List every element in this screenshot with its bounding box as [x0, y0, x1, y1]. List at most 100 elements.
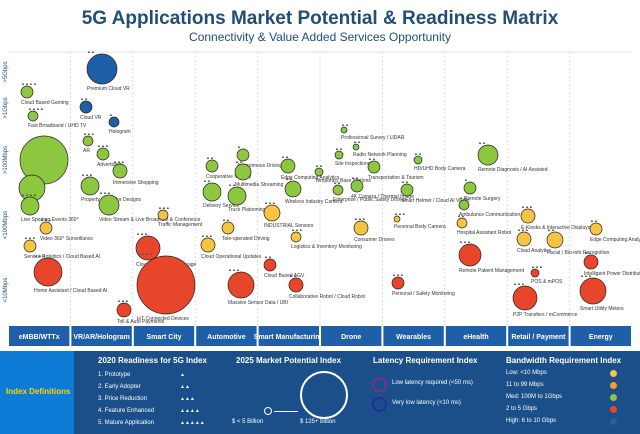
bubble-label: Enterprise / Public Safety Drones — [333, 197, 407, 203]
index-definitions-label: Index Definitions — [6, 387, 71, 396]
readiness-marker: ▲▲ — [80, 96, 88, 101]
bandwidth-low-dot-icon — [610, 370, 617, 377]
application-bubble: Traffic Management ▲▲▲ — [157, 205, 203, 228]
bubble-label: Collaborative Robot / Cloud Robot — [289, 294, 365, 300]
application-bubble: Video 360° Surveillance ▲▲▲ — [39, 217, 93, 242]
readiness-triangles-icon: ▲▲▲▲▲ — [180, 420, 205, 426]
bandwidth-very-high-dot-icon — [610, 418, 617, 425]
application-bubble: Personal Body Camera ▲▲▲ — [393, 211, 446, 230]
readiness-marker: ▲▲▲ — [392, 272, 404, 277]
category-dividers — [8, 51, 632, 326]
bubble-label: Personal / Safety Monitoring — [392, 291, 455, 297]
bubble-label: IoT Connected Devices — [137, 316, 189, 322]
application-bubble: HD/UHD Body Camera ▲▲ — [413, 151, 466, 172]
bubble-label: Advertising — [97, 162, 122, 168]
readiness-marker: ▲▲ — [264, 254, 272, 259]
readiness-marker: ▲▲▲ — [513, 281, 525, 286]
bubble-circle — [288, 277, 304, 293]
bubble-circle — [589, 222, 603, 236]
bandwidth-medium-dot-icon — [610, 394, 617, 401]
application-bubble: Transportation & Tourism ▲▲ — [367, 156, 424, 181]
application-bubble: Home Assistant / Cloud Based AI ▲▲▲ — [33, 253, 107, 294]
bubble-circle — [263, 258, 277, 272]
readiness-marker: ▲▲ — [590, 218, 598, 223]
readiness-marker: ▲▲ — [235, 159, 243, 164]
category-cell — [570, 326, 631, 346]
readiness-marker: ▲▲ — [341, 122, 349, 127]
category-cell — [508, 326, 569, 346]
category-label: Retail / Payment — [511, 334, 566, 341]
application-bubble: AR ▲▲▲ — [82, 131, 95, 154]
bubble-label: Immersive Shopping — [113, 180, 159, 186]
bubble-label: Video Stream & Live Broadcast & Conferen… — [99, 217, 201, 223]
category-label: Drone — [341, 334, 361, 341]
readiness-marker: ▲▲▲ — [113, 159, 125, 164]
application-bubble: Enterprise / Public Safety Drones ▲▲ — [332, 180, 407, 203]
readiness-marker: ▲▲ — [457, 213, 465, 218]
application-bubble: Service Robotics / Cloud Based AI▲▲▲ — [23, 235, 100, 260]
bubble-circle — [157, 209, 169, 221]
legend-footer: Index Definitions 2020 Readiness for 5G … — [0, 351, 640, 434]
readiness-marker: ▲▲▲▲ — [21, 81, 37, 86]
bubble-label: Remote Patient Management — [459, 268, 525, 274]
very-low-latency-ring-icon — [372, 397, 387, 412]
y-tick-label: <100Mbps — [3, 211, 9, 239]
bubble-circle — [340, 126, 348, 134]
bubble-label: Traffic Management — [158, 222, 203, 228]
bubble-circle — [583, 254, 599, 270]
bandwidth-item: Med: 100M to 1Gbps — [506, 394, 563, 400]
application-bubble: Temporary Base Stations▲▲ — [314, 163, 371, 184]
bubble-label: AR — [83, 148, 90, 154]
bubble-label: Tele-operated Driving — [222, 236, 270, 242]
bubble-label: Premium Cloud VR — [87, 86, 130, 92]
application-bubble: Fast Broadband / UHD TV ▲▲▲▲ — [27, 106, 87, 129]
application-bubble: Autonomous Driving ▲ — [236, 144, 282, 169]
market-arrow-icon — [274, 411, 298, 412]
category-label: Energy — [589, 334, 613, 341]
bubble-label: Truck Platooning — [228, 207, 266, 213]
bubble-circle — [334, 150, 344, 160]
y-tick-label: >5Gbps — [3, 61, 9, 82]
market-high-label: $ 125+ billion — [300, 419, 336, 425]
bubble-label: P2P Transfers / mCommerce — [513, 312, 578, 318]
readiness-marker: ▲▲ — [335, 146, 343, 151]
bubble-circle — [20, 196, 40, 216]
readiness-marker: ▲▲▲ — [531, 264, 543, 269]
application-bubble: Facial / Bio-info Recognition▲▲ — [546, 227, 609, 256]
bubble-circle — [227, 186, 247, 206]
low-latency-ring-icon — [372, 377, 387, 392]
application-bubble: Intelligent Power Distribution Systems ▲▲ — [583, 250, 640, 277]
application-bubble: Immersive Shopping ▲▲▲ — [112, 159, 159, 186]
bubble-circle — [280, 158, 296, 174]
bubble-circle — [136, 255, 196, 315]
bubble-circle — [353, 220, 369, 236]
category-band: eMBB/WTTx VR/AR/Hologram Smart City Automot… — [9, 326, 631, 346]
bubble-circle — [393, 215, 401, 223]
bubble-label: Remote Surgery — [464, 196, 501, 202]
latency-item: Very low latency (<10 ms) — [392, 400, 461, 406]
category-label: Smart Manufacturing — [254, 334, 324, 341]
readiness-triangles-icon: ▲▲ — [180, 384, 190, 390]
bubble-circle — [284, 180, 302, 198]
application-bubble: Advertising▲▲▲ — [96, 143, 122, 168]
index-definitions-panel: Index Definitions — [0, 351, 74, 434]
readiness-marker: ▲▲ — [368, 156, 376, 161]
readiness-marker: ▲▲▲ — [459, 239, 471, 244]
bubble-label: Transportation & Tourism — [368, 175, 424, 181]
bubble-label: Professional Survey / LIDAR — [341, 135, 405, 141]
bandwidth-high-dot-icon — [610, 406, 617, 413]
readiness-marker: ▲▲ — [478, 140, 486, 145]
application-bubble: Ambulance Communication▲▲ — [458, 195, 520, 218]
readiness-marker: ▲▲ — [206, 155, 214, 160]
readiness-marker: ▲▲▲ — [83, 131, 95, 136]
application-bubble: Cloud Analytics ▲▲▲ — [516, 227, 552, 254]
category-label: Smart City — [146, 334, 181, 341]
application-bubble: Remote Diagnosis / AI Assisted ▲▲ — [477, 140, 548, 173]
readiness-marker: ▲▲ — [222, 217, 230, 222]
bubble-label: Logistics & Inventory Monitoring — [291, 244, 362, 250]
category-cell — [71, 326, 132, 346]
readiness-marker: ▲▲▲ — [117, 298, 129, 303]
application-bubble: Remote Patient Management ▲▲▲ — [458, 239, 525, 274]
y-tick-label: >100Mbps — [3, 146, 9, 174]
category-cell — [9, 326, 70, 346]
